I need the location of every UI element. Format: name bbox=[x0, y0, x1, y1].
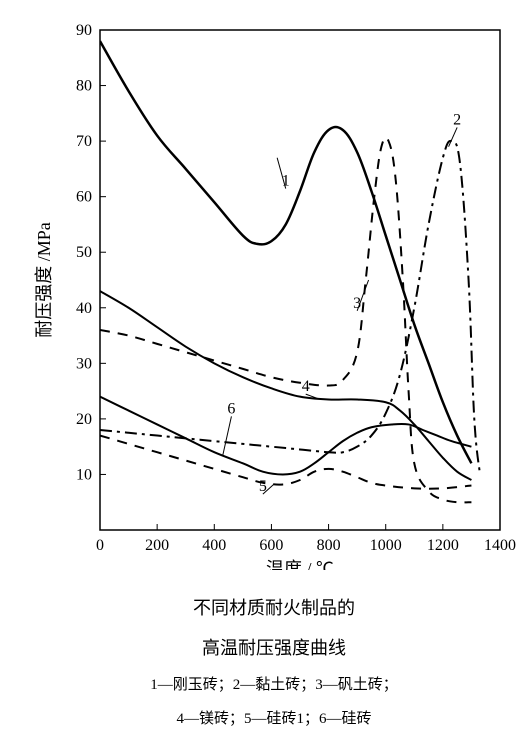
series-1 bbox=[100, 41, 471, 463]
svg-text:90: 90 bbox=[76, 22, 92, 39]
svg-text:50: 50 bbox=[76, 244, 92, 261]
chart-container: 0 200 400 600 800 1000 1200 1400 10 20 30 40 50 60 70 8… bbox=[20, 10, 528, 734]
svg-text:400: 400 bbox=[202, 537, 226, 554]
caption-legend-1: 1—刚玉砖；2—黏土砖；3—矾土砖； bbox=[20, 670, 528, 700]
caption-title-1: 不同材质耐火制品的 bbox=[20, 590, 528, 626]
svg-text:10: 10 bbox=[76, 466, 92, 483]
series-label-5: 5 bbox=[259, 478, 267, 495]
svg-text:1000: 1000 bbox=[370, 537, 402, 554]
series-5 bbox=[100, 436, 471, 489]
svg-text:0: 0 bbox=[96, 537, 104, 554]
svg-text:温度 / ℃: 温度 / ℃ bbox=[266, 559, 334, 570]
line-chart: 0 200 400 600 800 1000 1200 1400 10 20 30 40 50 60 70 8… bbox=[20, 10, 528, 570]
series-label-6: 6 bbox=[227, 400, 235, 417]
series-label-4: 4 bbox=[302, 378, 310, 395]
svg-text:40: 40 bbox=[76, 300, 92, 317]
svg-text:20: 20 bbox=[76, 411, 92, 428]
svg-text:80: 80 bbox=[76, 78, 92, 95]
caption-block: 不同材质耐火制品的 高温耐压强度曲线 1—刚玉砖；2—黏土砖；3—矾土砖； 4—… bbox=[20, 590, 528, 734]
caption-legend-2: 4—镁砖；5—硅砖1；6—硅砖 bbox=[20, 704, 528, 734]
svg-text:1200: 1200 bbox=[427, 537, 459, 554]
svg-text:70: 70 bbox=[76, 133, 92, 150]
svg-text:800: 800 bbox=[317, 537, 341, 554]
svg-text:600: 600 bbox=[259, 537, 283, 554]
svg-text:60: 60 bbox=[76, 189, 92, 206]
svg-text:200: 200 bbox=[145, 537, 169, 554]
svg-text:耐压强度 /MPa: 耐压强度 /MPa bbox=[34, 222, 54, 338]
caption-title-2: 高温耐压强度曲线 bbox=[20, 630, 528, 666]
svg-text:30: 30 bbox=[76, 355, 92, 372]
series-label-2: 2 bbox=[453, 111, 461, 128]
svg-text:1400: 1400 bbox=[484, 537, 516, 554]
